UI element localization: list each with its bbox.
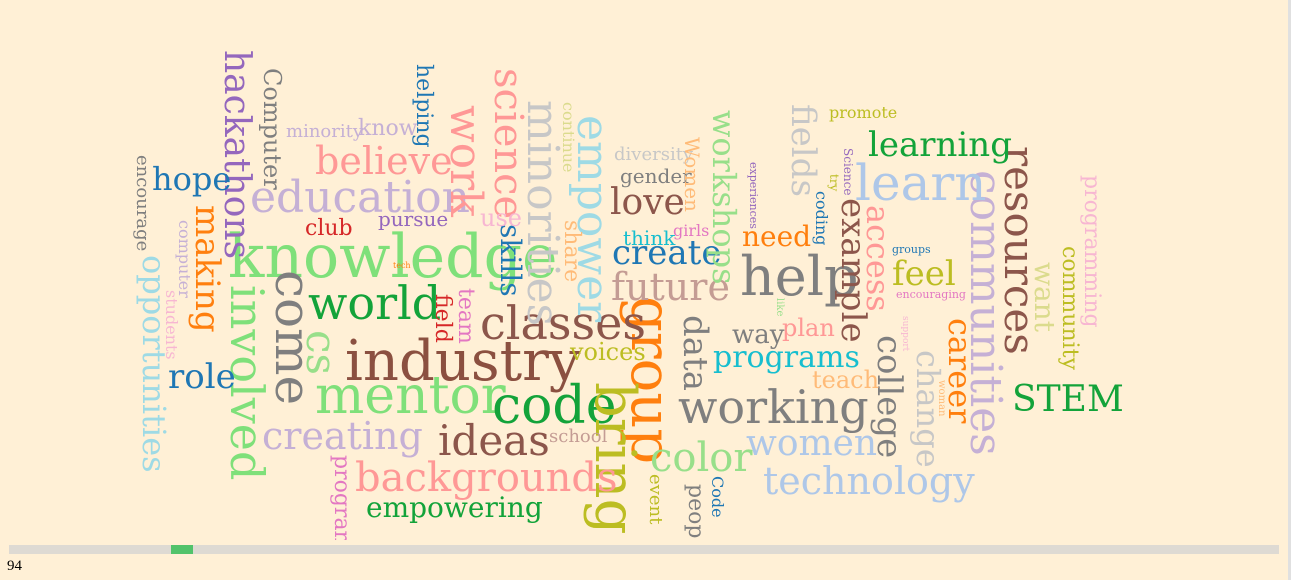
word: code xyxy=(492,376,617,436)
word: experiences xyxy=(747,162,760,229)
word: minority xyxy=(286,121,364,142)
word: promote xyxy=(829,103,898,122)
word: career xyxy=(941,318,979,424)
word: plan xyxy=(782,314,835,342)
word: programs xyxy=(713,340,860,375)
word: working xyxy=(678,380,869,434)
word: create xyxy=(612,233,722,273)
word: making xyxy=(187,205,227,333)
word: bring xyxy=(582,382,647,535)
word-cloud: knowledge industry mentor code group bri… xyxy=(132,50,1124,540)
word: event xyxy=(645,474,666,525)
word: empowering xyxy=(366,491,543,524)
word: hope xyxy=(152,160,232,198)
word: cs xyxy=(297,330,346,376)
word: share xyxy=(559,220,584,283)
word: computer xyxy=(175,220,194,298)
word: knowledge xyxy=(228,222,558,292)
word: classes xyxy=(480,296,646,350)
word: teach xyxy=(812,366,880,394)
word: Code xyxy=(708,476,727,518)
word: empower xyxy=(567,115,618,323)
word: mentor xyxy=(315,366,506,426)
word: creating xyxy=(262,414,423,458)
word: future xyxy=(611,265,730,309)
word: group xyxy=(618,296,683,465)
word: community xyxy=(1057,246,1082,370)
word: girls xyxy=(673,221,710,240)
word: backgrounds xyxy=(355,455,618,501)
word: ideas xyxy=(438,416,550,465)
word: need xyxy=(742,220,812,253)
word: believe xyxy=(315,139,453,183)
word: college xyxy=(869,335,909,459)
word: pursue xyxy=(378,207,449,231)
word: access xyxy=(859,205,897,312)
word: Women xyxy=(680,137,704,212)
word: school xyxy=(549,426,608,447)
word: groups xyxy=(892,243,931,256)
word-count-label: 94 xyxy=(7,558,22,574)
word: communities xyxy=(960,170,1011,456)
word: try xyxy=(827,174,841,192)
word: program xyxy=(329,455,354,540)
progress-slider-handle[interactable] xyxy=(171,545,193,554)
word: love xyxy=(610,182,685,223)
word: learning xyxy=(868,125,1012,165)
word: role xyxy=(168,357,236,397)
word: come xyxy=(264,270,322,406)
word: feel xyxy=(892,254,956,294)
word: way xyxy=(732,320,785,350)
word: woman xyxy=(936,380,947,417)
word: involved xyxy=(220,285,274,481)
word: workshops xyxy=(705,110,743,285)
word: field xyxy=(430,294,455,343)
word: want xyxy=(1028,262,1061,332)
word: world xyxy=(308,276,442,330)
word: team xyxy=(453,288,478,344)
word: peop xyxy=(683,484,708,539)
word: color xyxy=(650,435,753,481)
word: education xyxy=(250,172,470,223)
word: know xyxy=(358,116,418,141)
word: encourage xyxy=(132,155,153,252)
word: work xyxy=(440,105,491,217)
word: continue xyxy=(559,102,578,173)
word: Science xyxy=(841,148,855,196)
progress-slider[interactable] xyxy=(9,545,1279,554)
word: programming xyxy=(1079,175,1104,328)
word: example xyxy=(833,198,873,343)
word: students xyxy=(162,290,181,360)
word: Computer xyxy=(258,68,286,190)
word: hackathons xyxy=(216,50,257,260)
word: diversity xyxy=(614,144,694,165)
word: STEM xyxy=(1012,379,1124,420)
word: support xyxy=(900,316,910,352)
word: fields xyxy=(783,104,823,197)
word: opportunities xyxy=(135,255,173,473)
word: industry xyxy=(345,329,581,394)
word: club xyxy=(305,216,353,241)
word: helping xyxy=(411,64,436,148)
word: skills xyxy=(494,224,527,297)
word: coding xyxy=(812,191,831,246)
word: help xyxy=(740,245,859,308)
word: minorities xyxy=(517,100,568,327)
word: resources xyxy=(995,146,1044,355)
word: learn xyxy=(855,154,987,212)
word: think xyxy=(623,226,676,250)
word: encouraging xyxy=(896,288,966,301)
word: like xyxy=(774,298,785,317)
word: technology xyxy=(763,459,975,503)
word: science xyxy=(485,68,531,220)
word: gender xyxy=(620,164,692,188)
word: use xyxy=(480,204,522,232)
word: voices xyxy=(570,338,646,366)
word: tech xyxy=(393,261,411,270)
word: women xyxy=(746,423,878,464)
word: data xyxy=(675,315,715,391)
word: change xyxy=(909,350,947,468)
window-edge xyxy=(1288,0,1291,580)
